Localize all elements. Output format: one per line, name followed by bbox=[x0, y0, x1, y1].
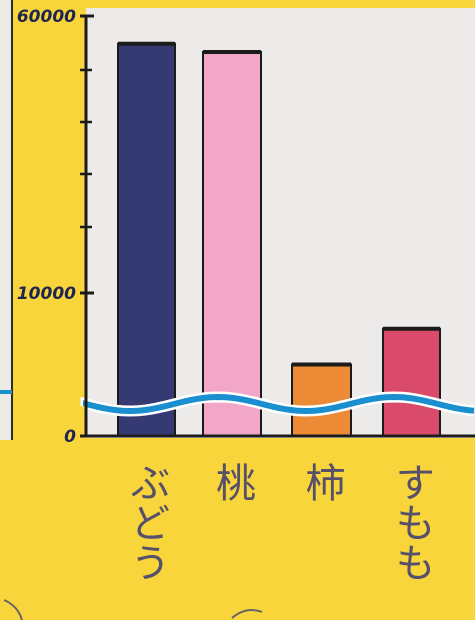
category-label-1: ぶどう bbox=[124, 462, 170, 582]
y-tick-label-3: 60000 bbox=[17, 7, 76, 27]
bar-4 bbox=[382, 327, 441, 437]
wave-line bbox=[83, 393, 475, 415]
category-label-4: すもも bbox=[389, 462, 435, 582]
x-category-labels: ぶどう桃 柿 すもも bbox=[124, 462, 435, 582]
y-tick-label-1: 0 bbox=[64, 427, 76, 447]
y-ticks bbox=[80, 14, 94, 438]
bar-1 bbox=[117, 42, 176, 437]
bar-2 bbox=[202, 51, 262, 437]
pencil-mark-middle bbox=[231, 609, 263, 619]
pencil-mark-left bbox=[3, 599, 23, 620]
bar-3 bbox=[291, 363, 352, 437]
bars-group bbox=[117, 41, 441, 437]
axis-break-wave bbox=[80, 391, 475, 417]
category-label-2: 桃 bbox=[209, 462, 255, 502]
left-edge-strip bbox=[0, 0, 12, 440]
y-tick-labels: 0 10000 60000 bbox=[17, 7, 76, 447]
y-tick-label-2: 10000 bbox=[17, 284, 76, 304]
category-label-3: 柿 bbox=[299, 462, 345, 502]
